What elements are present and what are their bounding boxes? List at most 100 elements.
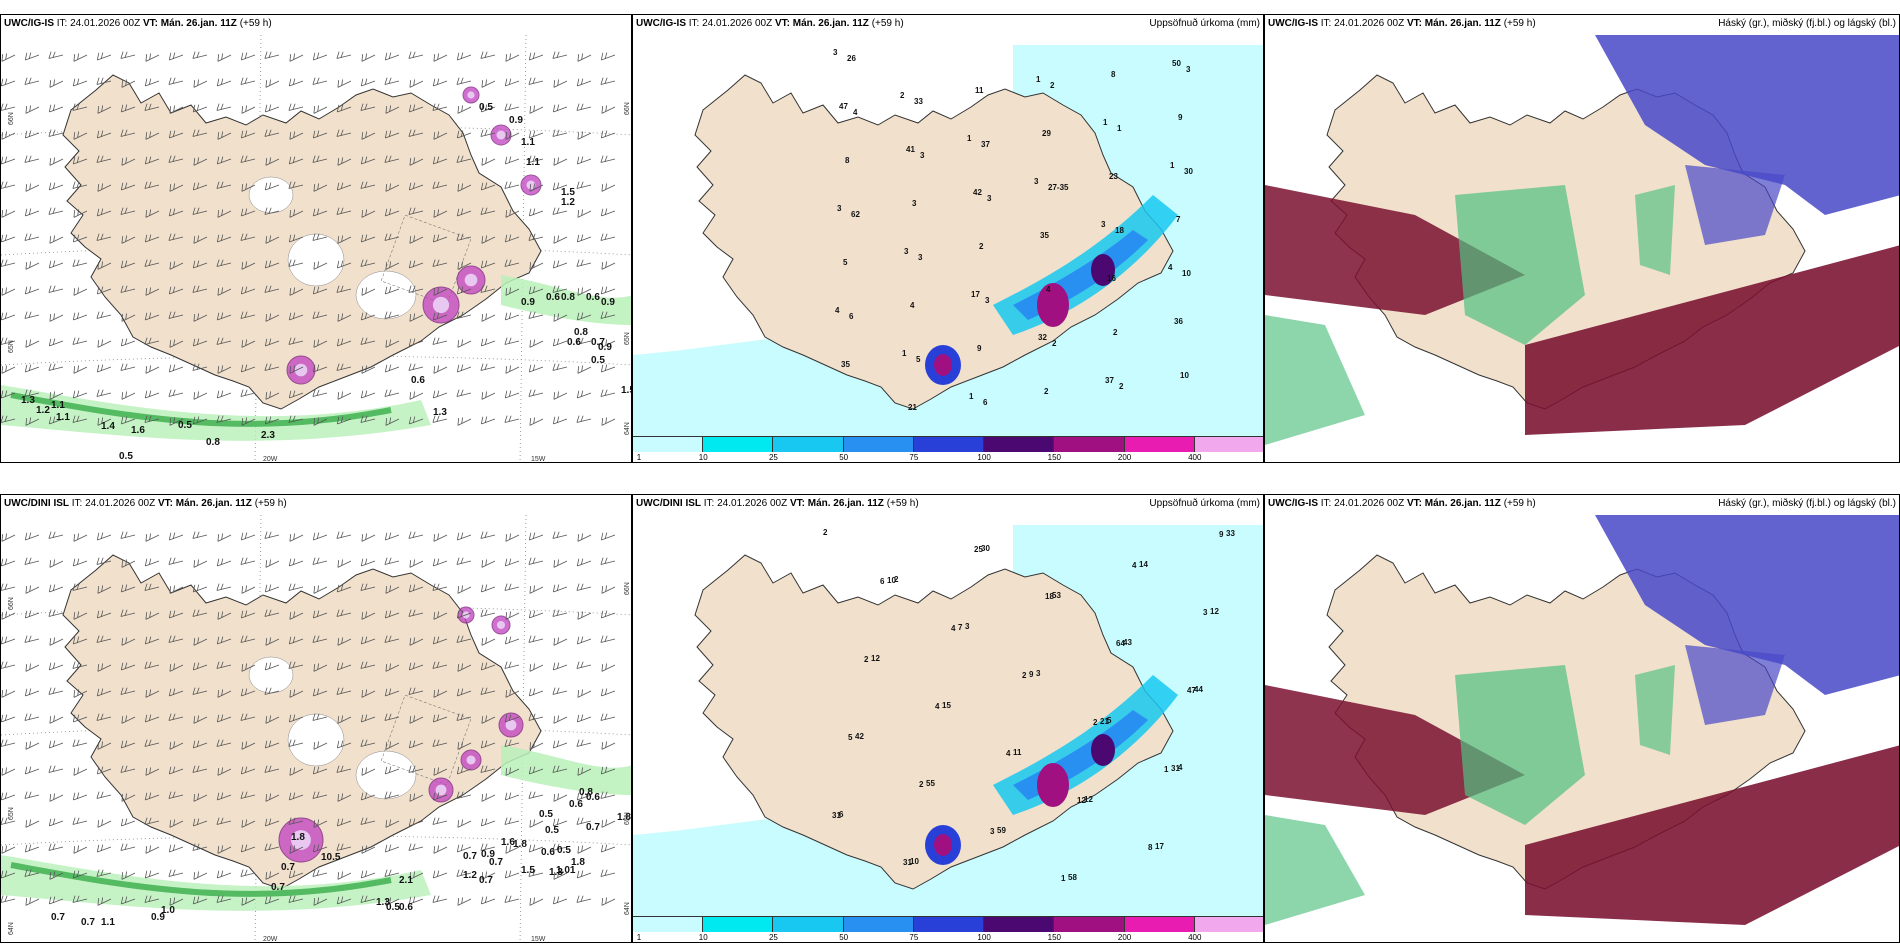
gust-labels: 0.50.91.11.11.51.20.9 0.6 0.8 0.6 0.90.80.6 0… [21,102,631,462]
precip-value-label: 3 [833,48,838,57]
precip-value-label: 42 [855,732,864,741]
colorbar-swatch [1194,916,1263,932]
precip-value-label: 11 [975,86,984,95]
precip-value-label: 27-35 [1048,183,1069,192]
precip-value-label: 50 [1172,59,1181,68]
mid-cloud [1265,685,1525,815]
precip-value-label: 15 [942,701,951,710]
graticule-label: 66N [624,582,631,595]
panel-cloud-bottom: UWC/IG-IS IT: 24.01.2026 00Z VT: Mán. 26… [1264,494,1900,943]
precip-value-label: 47 [1187,686,1196,695]
precip-value-label: 21 [908,403,917,412]
valid-time: Mán. 26.jan. 11Z [807,498,884,509]
model-name: UWC/IG-IS [4,18,54,29]
init-time: 24.01.2026 00Z [702,18,773,29]
lead-time: (+59 h) [886,498,919,509]
precip-value-label: 1 [1117,124,1122,133]
gust-core [432,296,450,314]
gust-value-label: 1.0 [161,905,175,916]
panel-title: Uppsöfnuð úrkoma (mm) [1149,18,1260,29]
gust-value-label: 0.7 [281,862,295,873]
colorbar-swatch [913,436,985,452]
precip-value-label: 6 [880,577,885,586]
high-cloud [1265,315,1365,445]
precip-value-label: 64 [1116,639,1125,648]
gust-value-label: 10.5 [321,852,341,863]
gust-value-label: 0.7 [586,822,600,833]
precip-value-label: 17 [1155,842,1164,851]
init-time: 24.01.2026 00Z [85,498,156,509]
gust-value-label: 1.2 [463,870,477,881]
precip-value-label: 43 [1123,638,1132,647]
precip-value-label: 9 [977,344,982,353]
gust-value-label: 1.5 [561,187,575,198]
gust-value-label: 1.3 [376,897,390,908]
precip-value-label: 47 [839,102,848,111]
colorbar-swatch [773,916,844,932]
precip-max [1091,734,1115,766]
colorbar-swatch [984,436,1055,452]
precip-value-label: 3 [1101,220,1106,229]
precip-value-label: 12 [1077,796,1086,805]
precip-value-label: 8 [1111,70,1116,79]
wind-map: 0.80.60.60.5 1.80.5 0.71.61.80.6 0.51.80.7 0… [1,514,631,942]
lead-time: (+59 h) [239,18,272,29]
gust-value-label: 0.5 [557,845,571,856]
precip-value-label: 17 [971,290,980,299]
vt-label: VT: [157,498,173,509]
precip-value-label: 3 [965,622,970,631]
precip-value-label: 7 [1176,215,1181,224]
panel-header: UWC/IG-IS IT: 24.01.2026 00Z VT: Mán. 26… [1265,15,1899,35]
low-cloud [1685,645,1785,725]
model-name: UWC/DINI ISL [4,498,69,509]
gust-value-label: 0.7 [271,882,285,893]
precip-value-label: 58 [1068,873,1077,882]
init-time: 24.01.2026 00Z [70,18,141,29]
gust-value-label: 1.4 [101,421,115,432]
vt-label: VT: [142,18,158,29]
colorbar-swatch [984,916,1055,932]
precip-value-label: 10 [910,857,919,866]
colorbar-swatch [913,916,985,932]
precip-value-label: 2 [1050,81,1055,90]
gust-value-label: 0.9 [509,115,523,126]
gust-value-label: 1.8 [617,812,631,823]
low-cloud [1685,165,1785,245]
gust-value-label: 0.5 [178,420,192,431]
precip-value-label: 31 [832,811,841,820]
precip-value-label: 18 [1045,592,1054,601]
it-label: IT: [71,498,83,509]
lead-time: (+59 h) [1503,18,1536,29]
colorbar-tick-label: 400 [1188,933,1202,942]
gust-value-label: 0.7 [489,857,503,868]
graticule-label: 65N [8,340,15,353]
gust-core [496,130,506,140]
precip-value-label: 3 [920,151,925,160]
vt-label: VT: [1406,18,1422,29]
gust-value-label: 1.8 [513,839,527,850]
precip-value-label: 4 [1168,263,1173,272]
precip-max [1091,254,1115,286]
gust-value-label: 0.7 [479,875,493,886]
it-label: IT: [703,498,715,509]
precip-value-label: 9 [1219,530,1224,539]
panel-header: UWC/DINI ISL IT: 24.01.2026 00Z VT: Mán.… [1,495,631,515]
gust-value-label: 0.9 [481,849,495,860]
cloud-map [1265,513,1899,942]
precip-value-label: 9 [1178,113,1183,122]
colorbar-swatch [1124,916,1195,932]
precip-value-label: 41 [906,145,915,154]
vt-label: VT: [789,498,805,509]
precip-value-label: 12 [1084,795,1093,804]
precip-value-label: 4 [1132,561,1137,570]
precip-core [934,834,952,856]
precip-value-label: 3 [1036,669,1041,678]
graticule-label: 66N [624,102,631,115]
gust-value-label: 0.9 [598,342,612,353]
init-time: 24.01.2026 00Z [1334,498,1405,509]
precip-value-label: 2 [1052,339,1057,348]
colorbar-tick-label: 10 [698,933,708,942]
precip-value-label: 2 [979,242,984,251]
panel-header: UWC/IG-IS IT: 24.01.2026 00Z VT: Mán. 26… [633,15,1263,35]
graticule-label: 15W [531,456,546,463]
